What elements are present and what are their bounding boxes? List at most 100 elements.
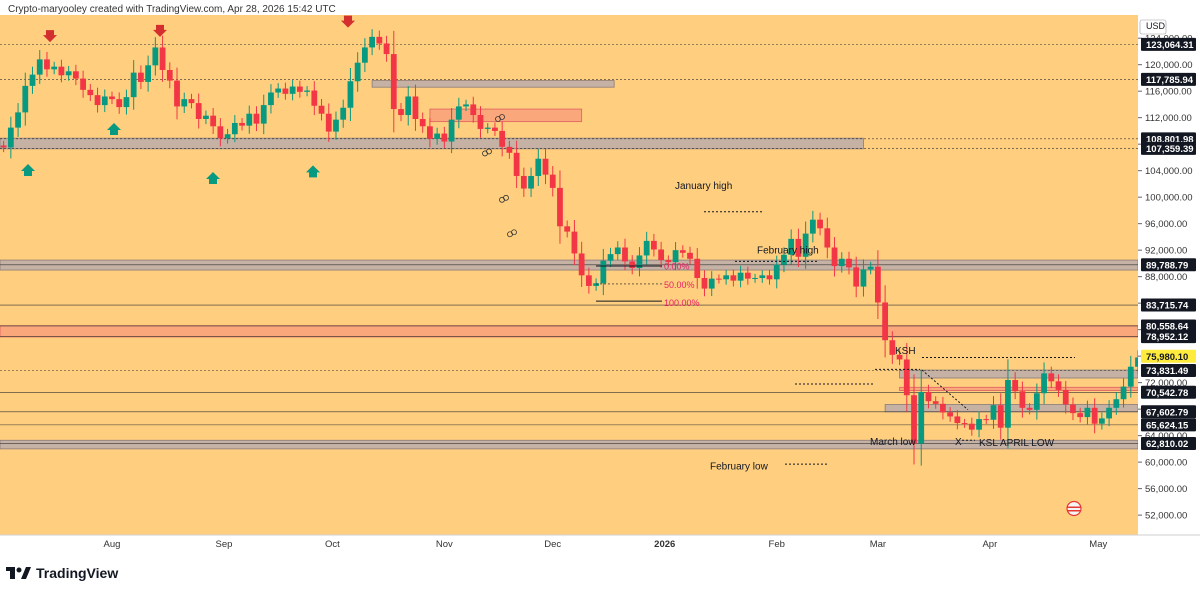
label-april-low: APRIL LOW: [1000, 438, 1055, 449]
candle-body: [506, 146, 513, 153]
candle-body: [15, 112, 21, 128]
candle-body: [166, 69, 173, 81]
candle-body: [347, 81, 354, 108]
candle-body: [838, 258, 845, 267]
candle-body: [340, 107, 347, 120]
candle-body: [788, 238, 795, 255]
zone-box: [899, 369, 1139, 379]
candle-body: [896, 354, 903, 360]
candle-body: [629, 261, 636, 269]
candle-body: [802, 233, 809, 257]
candle-body: [824, 228, 831, 248]
price-chart[interactable]: January high February high 0.00% 50.00% 100.…: [0, 15, 1200, 550]
candle-body: [434, 133, 441, 139]
candle-body: [65, 71, 72, 76]
candle-body: [0, 145, 7, 148]
candle-body: [477, 115, 484, 129]
candle-body: [109, 96, 115, 100]
label-february-low: February low: [710, 461, 769, 472]
candle-body: [766, 275, 773, 280]
candle-body: [860, 269, 867, 287]
zone-box: [0, 325, 1139, 338]
price-tag-label: 67,602.79: [1146, 407, 1188, 418]
us-flag-stripe: [1067, 510, 1081, 512]
candle-body: [1012, 379, 1019, 392]
price-axis: USD52,000.0056,000.0060,000.0064,000.006…: [1138, 19, 1196, 522]
us-flag-icon: [1066, 500, 1082, 517]
currency-label: USD: [1146, 21, 1166, 31]
y-tick-label: 52,000.00: [1145, 511, 1187, 522]
candle-body: [968, 423, 975, 430]
price-tag-label: 75,980.10: [1146, 352, 1188, 363]
label-february-high: February high: [757, 245, 819, 256]
candle-body: [268, 92, 274, 106]
candle-body: [752, 277, 758, 279]
level-lines-layer: [0, 44, 1138, 444]
price-tag-label: 70,542.78: [1146, 388, 1188, 399]
down-arrow-icon: [341, 15, 355, 28]
price-tag-label: 83,715.74: [1146, 301, 1189, 312]
candle-body: [889, 340, 896, 355]
candle-body: [369, 36, 375, 48]
up-arrow-icon: [21, 164, 35, 177]
x-tick-label: May: [1089, 539, 1107, 550]
y-tick-label: 116,000.00: [1145, 87, 1192, 98]
candle-body: [138, 72, 144, 82]
price-tag-label: 117,785.94: [1146, 75, 1194, 86]
candle-body: [622, 247, 628, 262]
candle-body: [152, 47, 159, 66]
y-tick-label: 56,000.00: [1145, 484, 1187, 495]
up-arrow-icon: [206, 171, 220, 184]
y-tick-label: 96,000.00: [1145, 219, 1187, 230]
candle-body: [947, 412, 954, 417]
candle-body: [1033, 393, 1040, 410]
candle-body: [484, 127, 491, 129]
price-tag: [1141, 258, 1196, 272]
currency-box: [1139, 19, 1167, 35]
candle-body: [607, 254, 614, 261]
zone-box: [371, 80, 615, 88]
y-tick-label: 92,000.00: [1145, 246, 1187, 257]
candle-body: [1084, 407, 1091, 418]
candle-body: [585, 275, 592, 286]
price-tag-label: 108,801.98: [1146, 134, 1194, 145]
candle-body: [600, 260, 607, 284]
x-tick-label: Apr: [982, 539, 997, 550]
tradingview-logo: TradingView: [6, 565, 118, 581]
candle-body: [672, 250, 679, 263]
candle-body: [318, 105, 325, 114]
label-january-high: January high: [675, 181, 732, 192]
candle-body: [549, 174, 556, 188]
candle-body: [376, 36, 383, 44]
y-tick-label: 72,000.00: [1145, 378, 1187, 389]
candle-body: [658, 249, 665, 261]
y-tick-label: 88,000.00: [1145, 272, 1187, 283]
candle-body: [773, 264, 780, 280]
candle-body: [911, 395, 917, 444]
candle-body: [1091, 407, 1098, 424]
link-icon: [499, 114, 505, 120]
time-axis: Aug Sep Oct Nov Dec 2026 Feb Mar Apr May: [0, 534, 1200, 550]
candle-body: [260, 105, 267, 124]
candle-body: [795, 238, 802, 257]
candle-body: [94, 95, 101, 106]
price-tag: [1141, 319, 1196, 333]
candle-body: [925, 391, 932, 402]
link-icon: [511, 229, 517, 236]
price-tag-label: 62,810.02: [1146, 439, 1188, 450]
x-tick-label: Oct: [325, 539, 340, 550]
candle-body: [296, 86, 303, 92]
candle-body: [441, 133, 448, 142]
candle-body: [333, 119, 339, 132]
price-tag: [1141, 298, 1196, 312]
y-tick-label: 104,000.00: [1145, 166, 1193, 177]
zone-box: [0, 439, 1139, 450]
candle-body: [961, 423, 968, 425]
candle-body: [455, 106, 462, 120]
candle-body: [535, 158, 542, 176]
y-tick-label: 64,000.00: [1145, 431, 1187, 442]
up-arrow-icon: [107, 122, 121, 135]
candle-body: [665, 260, 672, 263]
candle-body: [520, 175, 527, 189]
candle-body: [354, 62, 361, 82]
